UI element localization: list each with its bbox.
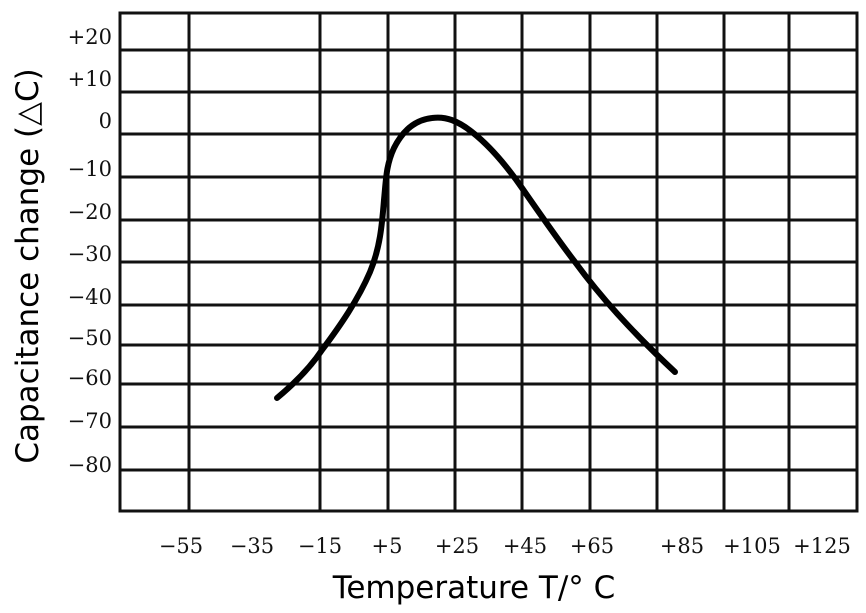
x-tick-label: −35 (230, 534, 274, 558)
y-tick-label: 0 (99, 109, 112, 133)
x-tick-label: +85 (660, 534, 704, 558)
y-axis-ticks: +20 +10 0 −10 −20 −30 −40 −50 −60 −70 −8… (68, 25, 112, 477)
y-tick-label: −30 (68, 242, 112, 266)
x-tick-label: +125 (793, 534, 851, 558)
y-tick-label: −80 (68, 453, 112, 477)
x-axis-ticks: −55 −35 −15 +5 +25 +45 +65 +85 +105 +125 (159, 534, 851, 558)
x-tick-label: +25 (435, 534, 479, 558)
x-tick-label: +45 (503, 534, 547, 558)
y-tick-label: −60 (68, 366, 112, 390)
y-tick-label: −10 (68, 157, 112, 181)
x-tick-label: −55 (159, 534, 203, 558)
y-tick-label: −40 (68, 285, 112, 309)
y-tick-label: −20 (68, 200, 112, 224)
y-tick-label: −50 (68, 326, 112, 350)
y-tick-label: +10 (68, 67, 112, 91)
x-tick-label: +105 (723, 534, 781, 558)
x-tick-label: +65 (570, 534, 614, 558)
grid-lines (118, 11, 859, 513)
x-tick-label: +5 (372, 534, 403, 558)
y-tick-label: +20 (68, 25, 112, 49)
y-tick-label: −70 (68, 409, 112, 433)
x-tick-label: −15 (298, 534, 342, 558)
x-axis-title: Temperature T/° C (332, 570, 616, 606)
y-axis-title: Capacitance change (△C) (10, 68, 46, 463)
capacitance-curve (274, 114, 678, 401)
plot-frame (118, 11, 859, 513)
